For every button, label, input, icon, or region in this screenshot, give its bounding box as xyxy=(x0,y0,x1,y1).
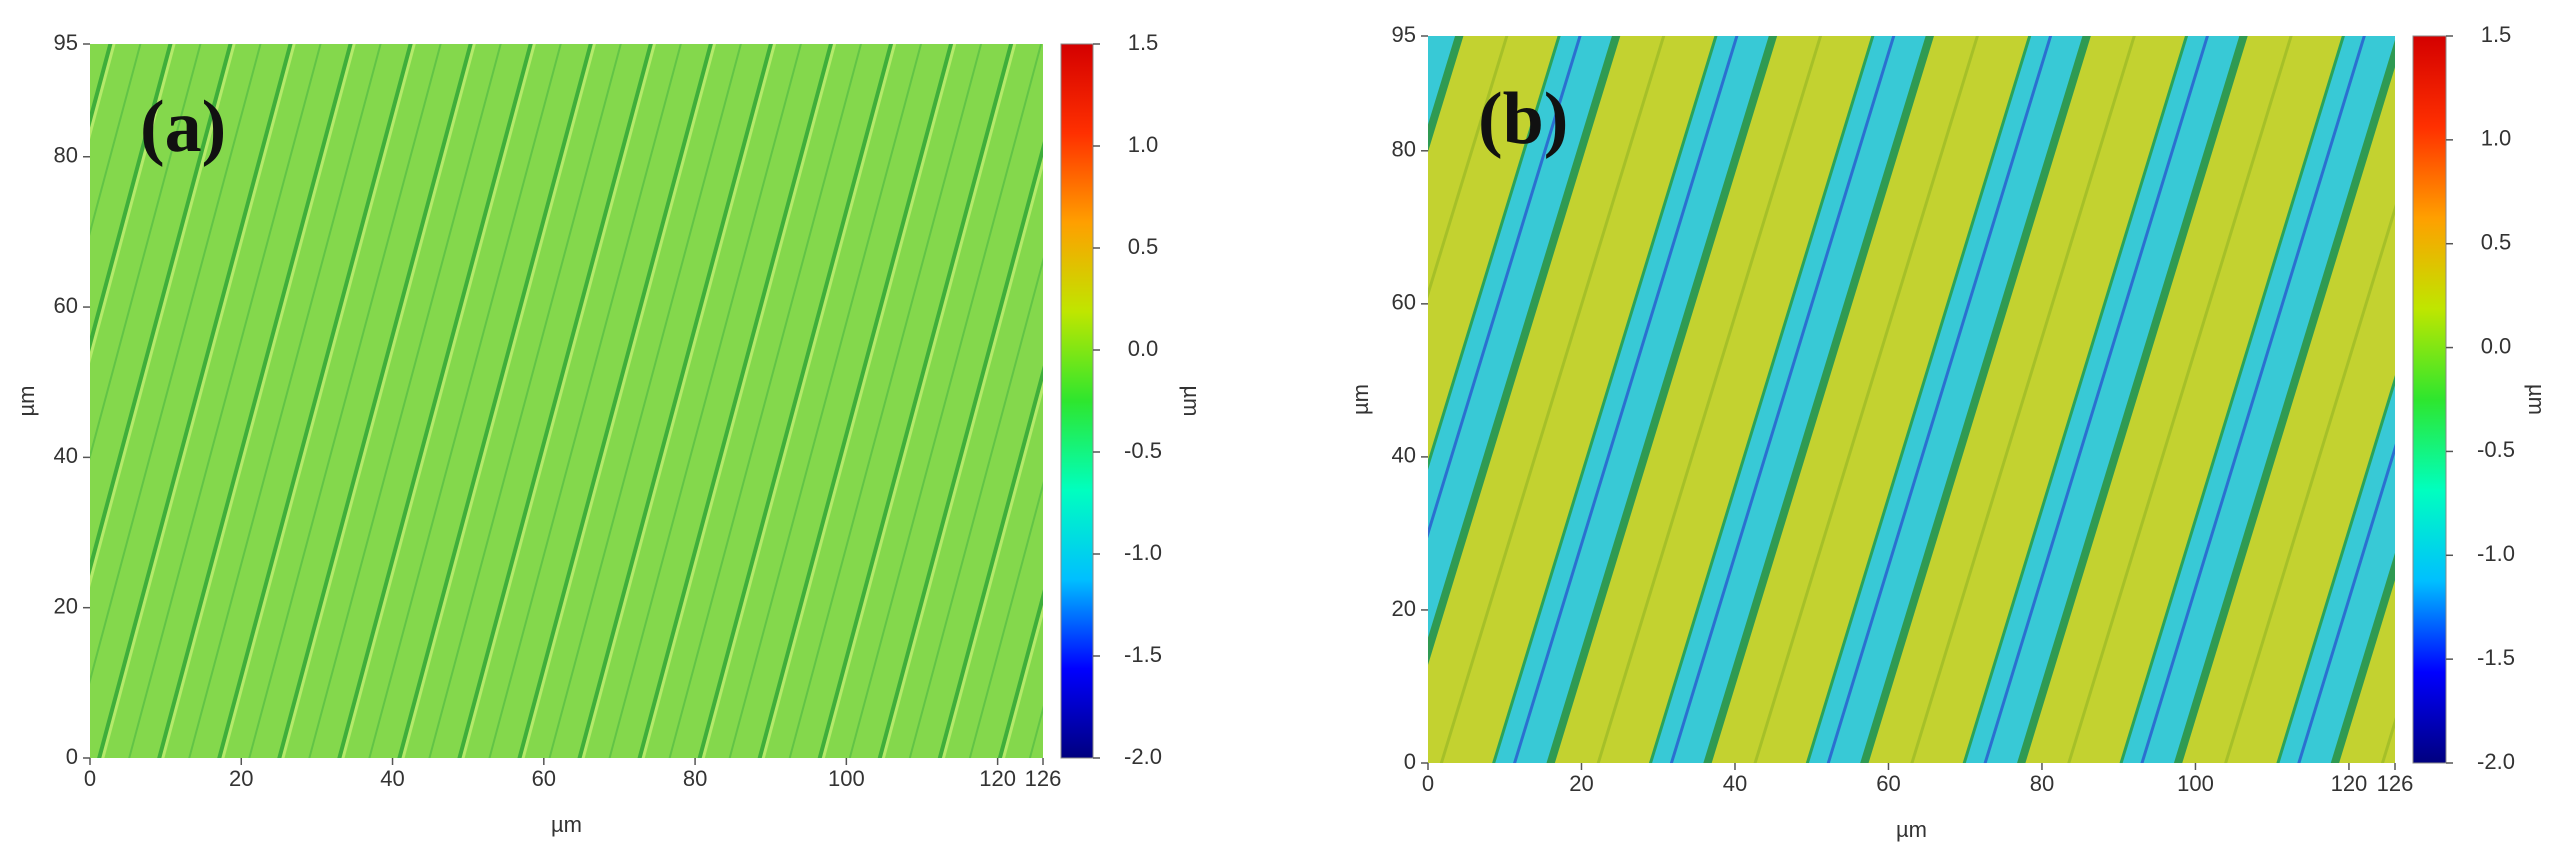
y-tick-label: 80 xyxy=(54,143,78,168)
y-tick-label: 20 xyxy=(1392,596,1416,621)
x-tick-label: 60 xyxy=(532,766,556,791)
x-axis-label: µm xyxy=(551,812,582,837)
x-tick-label: 40 xyxy=(380,766,404,791)
x-tick-label: 20 xyxy=(1569,771,1593,796)
colorbar-label: µm xyxy=(2524,384,2549,415)
y-tick-label: 60 xyxy=(54,293,78,318)
colorbar-tick-label: -0.5 xyxy=(1124,438,1162,463)
colorbar-tick-label: 0.5 xyxy=(1128,234,1159,259)
panel-label: (a) xyxy=(140,86,226,168)
x-tick-label: 120 xyxy=(979,766,1016,791)
y-tick-label: 40 xyxy=(1392,443,1416,468)
x-tick-label: 126 xyxy=(1025,766,1062,791)
x-tick-label: 0 xyxy=(1422,771,1434,796)
colorbar-tick-label: 1.0 xyxy=(1128,132,1159,157)
panel-label: (b) xyxy=(1478,78,1568,160)
colorbar-tick-label: -1.5 xyxy=(2477,645,2515,670)
colorbar-tick-label: -2.0 xyxy=(2477,749,2515,774)
x-tick-label: 100 xyxy=(2177,771,2214,796)
surface-map xyxy=(90,44,1043,758)
colorbar-tick-label: 0.0 xyxy=(1128,336,1159,361)
colorbar-label: µm xyxy=(1179,385,1204,416)
x-tick-label: 126 xyxy=(2377,771,2414,796)
colorbar-tick-label: -2.0 xyxy=(1124,744,1162,769)
y-axis-label: µm xyxy=(14,385,39,416)
colorbar-tick-label: 0.0 xyxy=(2481,333,2512,358)
y-tick-label: 95 xyxy=(54,30,78,55)
x-tick-label: 0 xyxy=(84,766,96,791)
y-tick-label: 95 xyxy=(1392,22,1416,47)
y-tick-label: 40 xyxy=(54,443,78,468)
x-tick-label: 80 xyxy=(2030,771,2054,796)
x-tick-label: 20 xyxy=(229,766,253,791)
colorbar-tick-label: -1.0 xyxy=(1124,540,1162,565)
colorbar-tick-label: 1.5 xyxy=(2481,22,2512,47)
x-axis-label: µm xyxy=(1896,817,1927,842)
x-tick-label: 120 xyxy=(2331,771,2368,796)
colorbar-tick-label: -0.5 xyxy=(2477,437,2515,462)
x-tick-label: 100 xyxy=(828,766,865,791)
surface-map xyxy=(1428,36,2395,763)
colorbar xyxy=(2412,35,2447,764)
x-tick-label: 40 xyxy=(1723,771,1747,796)
x-tick-label: 80 xyxy=(683,766,707,791)
colorbar-tick-label: -1.0 xyxy=(2477,541,2515,566)
y-tick-label: 0 xyxy=(1404,749,1416,774)
y-axis-label: µm xyxy=(1348,384,1373,415)
y-tick-label: 0 xyxy=(66,744,78,769)
colorbar-tick-label: 1.5 xyxy=(1128,30,1159,55)
x-tick-label: 60 xyxy=(1876,771,1900,796)
colorbar-tick-label: 0.5 xyxy=(2481,230,2512,255)
colorbar-tick-label: 1.0 xyxy=(2481,126,2512,151)
y-tick-label: 60 xyxy=(1392,290,1416,315)
colorbar-tick-label: -1.5 xyxy=(1124,642,1162,667)
y-tick-label: 20 xyxy=(54,593,78,618)
y-tick-label: 80 xyxy=(1392,137,1416,162)
colorbar xyxy=(1060,43,1094,759)
